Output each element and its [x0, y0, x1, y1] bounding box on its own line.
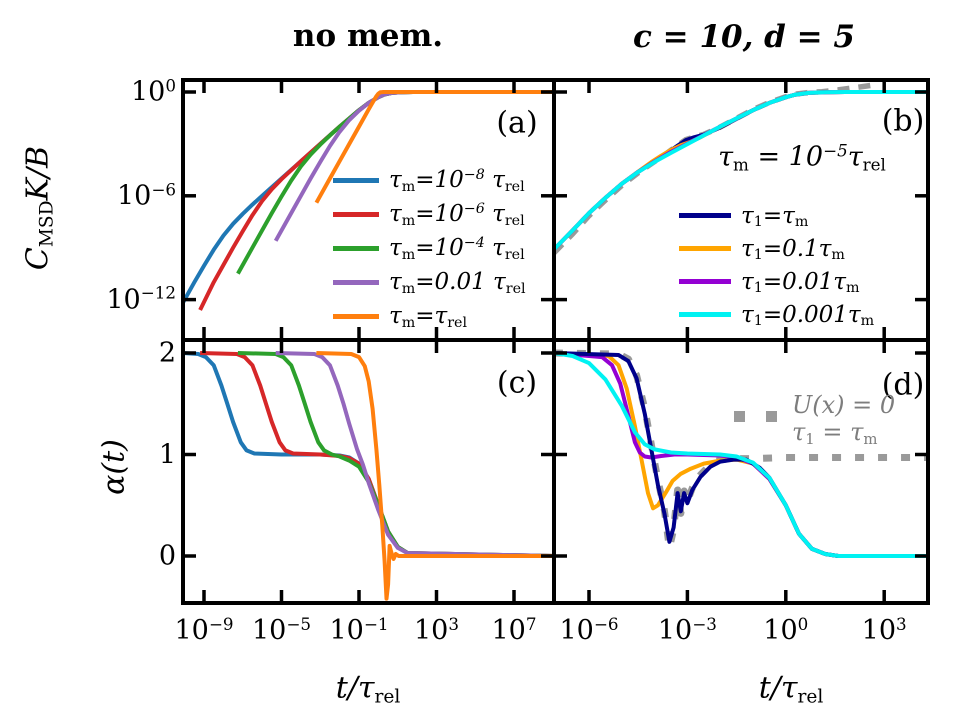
panel-b-tau-m-annotation: τm = 10−5τrel — [718, 140, 886, 175]
panel-d-frame — [552, 338, 930, 605]
legend-line-sample — [333, 245, 379, 251]
panel-d-ticks — [554, 340, 928, 603]
y-tick-label: 10−12 — [106, 282, 176, 316]
legend-item: τm=10−4 τrel — [333, 231, 526, 265]
legend-panel-a: τm=10−8 τrel τm=10−6 τrel τm=10−4 τrel τm=0… — [333, 163, 526, 333]
reference-legend-line2: τ1 = τm — [792, 418, 878, 449]
panel-c-ticks — [183, 340, 554, 603]
panel-a-ticks — [183, 80, 554, 340]
legend-label: τ1=τm — [741, 202, 809, 231]
legend-label: τm=10−4 τrel — [389, 235, 525, 263]
x-tick-label: 10−6 — [559, 613, 619, 646]
x-tick-label: 10−1 — [329, 613, 389, 646]
panel-a-corner-label: (a) — [496, 105, 538, 141]
series-line — [554, 349, 927, 552]
y-tick-label: 2 — [158, 337, 176, 369]
series-line — [554, 90, 928, 251]
legend-item: τm=τrel — [333, 299, 526, 333]
panel-b-column-title: c = 10, d = 5 — [633, 19, 855, 55]
series-line — [275, 351, 554, 558]
legend-item: τ1=0.001τm — [679, 298, 874, 331]
legend-item: τm=10−8 τrel — [333, 163, 526, 197]
y-tick-label: 0 — [158, 540, 176, 572]
dotted-line-legend-marker — [766, 411, 777, 422]
legend-label: τm=0.01 τrel — [389, 269, 526, 297]
panel-c-x-axis-label: t/τrel — [335, 670, 401, 708]
legend-line-sample — [333, 211, 379, 217]
y-tick-label: 100 — [130, 75, 176, 108]
y-tick-label: 1 — [158, 439, 176, 470]
panel-b-corner-label: (b) — [881, 103, 925, 139]
x-tick-label: 103 — [413, 613, 460, 646]
legend-item: τm=0.01 τrel — [333, 265, 526, 299]
legend-label: τ1=0.001τm — [741, 301, 875, 330]
dotted-line-legend-marker — [734, 411, 745, 422]
legend-line-sample — [679, 312, 731, 317]
panel-d-reference-legend: U(x) = 0 τ1 = τm — [792, 392, 895, 449]
legend-label: τm=τrel — [389, 303, 468, 331]
series-line — [316, 351, 554, 601]
panel-c-corner-label: (c) — [496, 365, 538, 401]
legend-panel-b: τ1=τm τ1=0.1τm τ1=0.01τm τ1=0.001τm — [679, 199, 874, 331]
x-tick-label: 10−3 — [657, 613, 717, 646]
y-tick-label: 10−6 — [116, 179, 176, 212]
panel-b-ticks — [554, 80, 928, 340]
x-tick-label: 107 — [491, 613, 537, 646]
legend-label: τ1=0.01τm — [741, 268, 860, 297]
legend-line-sample — [333, 313, 379, 319]
legend-label: τ1=0.1τm — [741, 235, 845, 264]
x-tick-label: 10−5 — [251, 613, 312, 646]
legend-item: τ1=τm — [679, 199, 874, 232]
legend-line-sample — [679, 279, 731, 284]
x-tick-label: 103 — [861, 613, 907, 646]
panel-d-curves — [554, 349, 928, 558]
panel-a-curves — [183, 90, 554, 311]
legend-line-sample — [333, 177, 379, 183]
legend-line-sample — [333, 279, 379, 285]
legend-item: τm=10−6 τrel — [333, 197, 526, 231]
x-tick-label: 10−9 — [174, 613, 234, 646]
legend-item: τ1=0.1τm — [679, 232, 874, 265]
panel-d-corner-label: (d) — [881, 367, 925, 403]
legend-line-sample — [679, 246, 731, 251]
panel-a-y-axis-label: CMSDK/B — [20, 145, 58, 271]
panel-c-y-axis-label: α(t) — [96, 439, 132, 495]
legend-label: τm=10−6 τrel — [389, 201, 525, 229]
panel-a-column-title: no mem. — [292, 18, 444, 54]
legend-line-sample — [679, 213, 731, 218]
series-line — [314, 90, 554, 204]
legend-item: τ1=0.01τm — [679, 265, 874, 298]
reference-legend-line1: U(x) = 0 — [792, 391, 896, 419]
panel-c-curves — [183, 351, 554, 601]
legend-label: τm=10−8 τrel — [389, 167, 525, 195]
series-line — [554, 351, 928, 558]
panel-d-x-axis-label: t/τrel — [758, 670, 824, 708]
x-tick-label: 100 — [763, 613, 809, 646]
panel-b-curves — [554, 82, 928, 255]
